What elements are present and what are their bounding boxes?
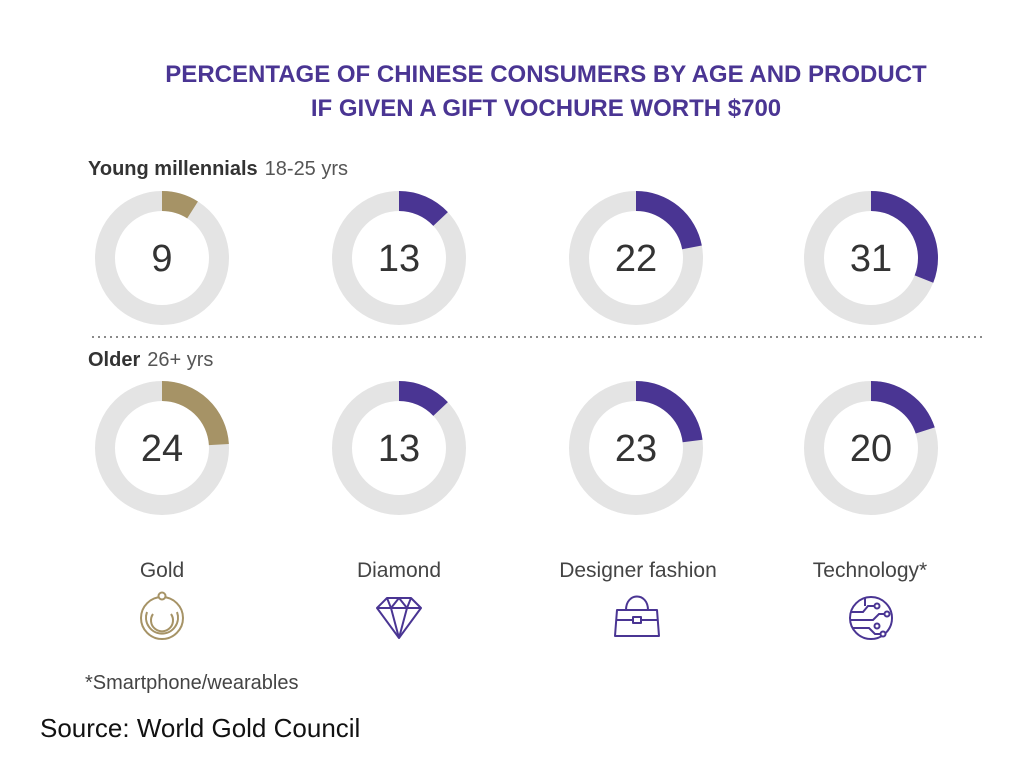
group-label-older-bold: Older [88,349,140,371]
donut-value-label: 20 [850,428,892,470]
gold-ring-icon [140,591,184,640]
donut-older-gold: 24 [95,381,229,515]
donut-young-diamond: 13 [332,191,466,325]
footnote: *Smartphone/wearables [85,672,298,694]
donut-value-label: 22 [615,238,657,280]
donut-value-label: 23 [615,428,657,470]
donut-value-label: 9 [151,238,172,280]
category-label-gold: Gold [140,559,184,582]
group-label-young: Young millennials 18-25 yrs [88,158,348,180]
donut-segment [332,191,466,325]
chart-title-line-2: IF GIVEN A GIFT VOCHURE WORTH $700 [311,95,781,122]
category-label-technology: Technology* [813,559,927,582]
circuit-globe-icon [849,596,893,640]
donut-older-technology: 20 [804,381,938,515]
group-label-older: Older 26+ yrs [88,349,213,371]
donut-value-label: 13 [378,238,420,280]
chart-title-line-1: PERCENTAGE OF CHINESE CONSUMERS BY AGE A… [165,61,927,88]
diamond-icon [376,597,422,639]
donut-young-technology: 31 [804,191,938,325]
category-label-diamond: Diamond [357,559,441,582]
category-label-designer-fashion: Designer fashion [559,559,717,582]
donut-value-label: 24 [141,428,183,470]
donut-value-label: 31 [850,238,892,280]
donut-segment [569,381,703,515]
group-label-older-light: 26+ yrs [147,349,213,371]
group-label-young-bold: Young millennials [88,158,258,180]
donut-segment [804,191,938,325]
donut-young-gold: 9 [95,191,229,325]
handbag-icon [614,595,660,637]
donut-older-diamond: 13 [332,381,466,515]
donut-segment [332,381,466,515]
donut-segment [95,191,229,325]
group-label-young-light: 18-25 yrs [265,158,348,180]
donut-value-label: 13 [378,428,420,470]
donut-segment [804,381,938,515]
donut-older-designer-fashion: 23 [569,381,703,515]
donut-segment [95,381,229,515]
source-note: Source: World Gold Council [40,713,360,743]
donut-young-designer-fashion: 22 [569,191,703,325]
donut-segment [569,191,703,325]
donut-grid: 9 13 22 31 24 13 23 20 [95,191,938,515]
